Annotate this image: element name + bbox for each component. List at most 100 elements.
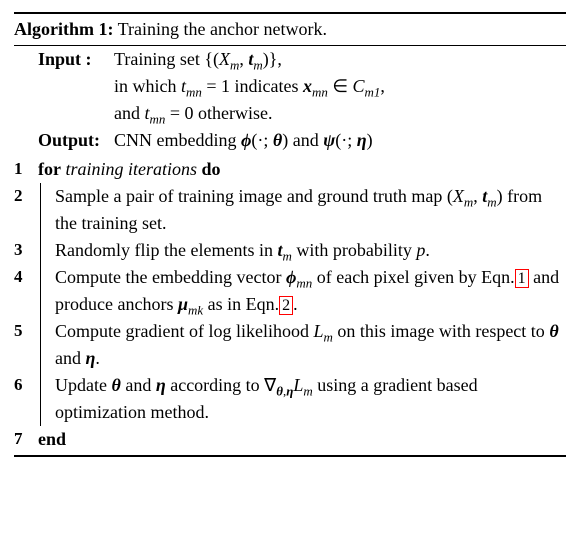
line-number: 4 bbox=[14, 264, 38, 290]
input-row: Input : Training set {(Xm, tm)}, bbox=[38, 46, 566, 73]
vertical-bar bbox=[40, 237, 41, 264]
math-X: X bbox=[219, 49, 230, 69]
vertical-bar bbox=[40, 372, 41, 426]
step-content: Compute the embedding vector ϕmn of each… bbox=[55, 264, 566, 318]
math-theta: θ bbox=[273, 130, 282, 150]
input-content-line2: in which tmn = 1 indicates xmn ∈ Cm1, bbox=[38, 73, 566, 100]
text: )}, bbox=[263, 49, 282, 69]
math-p: p bbox=[416, 240, 425, 260]
text: and bbox=[55, 348, 86, 368]
text: . bbox=[425, 240, 430, 260]
step-content: Update θ and η according to ∇θ,ηLm using… bbox=[55, 372, 566, 426]
bottom-rule bbox=[14, 455, 566, 457]
algorithm-block: Algorithm 1: Training the anchor network… bbox=[14, 12, 566, 457]
line-number: 7 bbox=[14, 426, 38, 452]
text: = 0 otherwise. bbox=[165, 103, 272, 123]
math-phi: ϕ bbox=[241, 130, 251, 150]
ref-link[interactable]: 1 bbox=[515, 269, 529, 288]
line-number: 1 bbox=[14, 156, 38, 182]
text: Compute gradient of log likelihood bbox=[55, 321, 313, 341]
sub: m bbox=[230, 58, 239, 73]
text: and bbox=[114, 103, 145, 123]
text: , bbox=[473, 186, 482, 206]
text: Compute the embedding vector bbox=[55, 267, 286, 287]
math-eta: η bbox=[156, 375, 166, 395]
input-content-line3: and tmn = 0 otherwise. bbox=[38, 100, 566, 127]
end-content: end bbox=[38, 426, 566, 453]
math-x: x bbox=[303, 76, 312, 96]
math-L: L bbox=[313, 321, 323, 341]
math-eta: η bbox=[357, 130, 367, 150]
math-X: X bbox=[453, 186, 464, 206]
for-keyword: for bbox=[38, 159, 61, 179]
sub: m bbox=[282, 249, 291, 264]
text: (·; bbox=[251, 130, 273, 150]
text: Randomly flip the elements in bbox=[55, 240, 277, 260]
text: Sample a pair of training image and grou… bbox=[55, 186, 453, 206]
step-content: Compute gradient of log likelihood Lm on… bbox=[55, 318, 566, 372]
vertical-bar bbox=[40, 183, 41, 237]
text: and bbox=[288, 130, 323, 150]
step-3: 3 Randomly flip the elements in tm with … bbox=[14, 237, 566, 264]
sub: m bbox=[323, 330, 332, 345]
text: Training set {( bbox=[114, 49, 219, 69]
text: . bbox=[293, 294, 298, 314]
output-row: Output: CNN embedding ϕ(·; θ) and ψ(·; η… bbox=[38, 127, 566, 154]
math-phi: ϕ bbox=[286, 267, 296, 287]
text: and bbox=[121, 375, 156, 395]
algorithm-body: 1 for training iterations do 2 Sample a … bbox=[14, 154, 566, 453]
do-keyword: do bbox=[202, 159, 221, 179]
end-line: 7 end bbox=[14, 426, 566, 453]
step-6: 6 Update θ and η according to ∇θ,ηLm usi… bbox=[14, 372, 566, 426]
text: = 1 indicates bbox=[202, 76, 303, 96]
sub: mn bbox=[150, 112, 166, 127]
step-2: 2 Sample a pair of training image and gr… bbox=[14, 183, 566, 237]
text: , bbox=[239, 49, 248, 69]
math-L: L bbox=[293, 375, 303, 395]
for-line: 1 for training iterations do bbox=[14, 156, 566, 183]
step-5: 5 Compute gradient of log likelihood Lm … bbox=[14, 318, 566, 372]
text: Update bbox=[55, 375, 111, 395]
nabla-sub-theta: θ bbox=[276, 384, 283, 399]
line-number: 5 bbox=[14, 318, 38, 344]
algorithm-title-row: Algorithm 1: Training the anchor network… bbox=[14, 14, 566, 45]
input-content-line1: Training set {(Xm, tm)}, bbox=[114, 46, 566, 73]
sub: m bbox=[487, 195, 496, 210]
text: (·; bbox=[335, 130, 357, 150]
math-mu: μ bbox=[178, 294, 188, 314]
line-number: 2 bbox=[14, 183, 38, 209]
algorithm-title-label: Algorithm 1: bbox=[14, 19, 113, 39]
math-C: C bbox=[353, 76, 365, 96]
math-psi: ψ bbox=[323, 130, 335, 150]
ref-link[interactable]: 2 bbox=[279, 296, 293, 315]
text: on this image with respect to bbox=[333, 321, 549, 341]
line-number: 6 bbox=[14, 372, 38, 398]
for-iter: training iterations bbox=[65, 159, 197, 179]
math-eta: η bbox=[86, 348, 96, 368]
for-clause: for training iterations do bbox=[38, 156, 566, 183]
text: in which bbox=[114, 76, 181, 96]
text: as in Eqn. bbox=[203, 294, 279, 314]
end-keyword: end bbox=[38, 429, 66, 449]
vertical-bar bbox=[40, 318, 41, 372]
text: CNN embedding bbox=[114, 130, 241, 150]
io-block: Input : Training set {(Xm, tm)}, in whic… bbox=[14, 46, 566, 154]
step-4: 4 Compute the embedding vector ϕmn of ea… bbox=[14, 264, 566, 318]
sub: m bbox=[303, 384, 312, 399]
text: . bbox=[95, 348, 100, 368]
output-label: Output: bbox=[38, 127, 114, 154]
sub: mn bbox=[186, 85, 202, 100]
text: ) bbox=[367, 130, 373, 150]
input-label: Input : bbox=[38, 46, 114, 73]
math-theta: θ bbox=[111, 375, 120, 395]
sub: m bbox=[464, 195, 473, 210]
step-content: Sample a pair of training image and grou… bbox=[55, 183, 566, 237]
vertical-bar bbox=[40, 264, 41, 318]
sub: m bbox=[253, 58, 262, 73]
text: with probability bbox=[292, 240, 417, 260]
algorithm-title-text: Training the anchor network. bbox=[113, 19, 326, 39]
sub: mk bbox=[188, 303, 203, 318]
text: of each pixel given by Eqn. bbox=[312, 267, 514, 287]
text: ∈ bbox=[328, 76, 353, 96]
sub: mn bbox=[312, 85, 328, 100]
